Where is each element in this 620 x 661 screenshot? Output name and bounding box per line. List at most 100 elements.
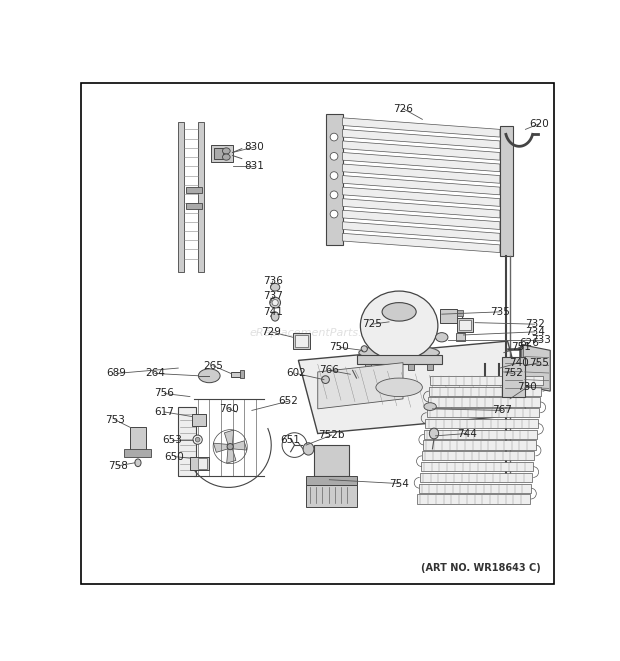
Polygon shape: [342, 187, 500, 206]
Bar: [424, 430, 537, 439]
Bar: [314, 445, 348, 476]
Text: 735: 735: [490, 307, 510, 317]
Text: 758: 758: [108, 461, 128, 471]
Polygon shape: [326, 114, 342, 245]
Text: 730: 730: [517, 382, 537, 393]
Ellipse shape: [516, 361, 524, 368]
Ellipse shape: [361, 346, 367, 352]
Text: eReplacementParts.com: eReplacementParts.com: [250, 329, 386, 338]
Bar: [231, 372, 243, 377]
Ellipse shape: [227, 444, 233, 449]
Ellipse shape: [382, 303, 416, 321]
Text: 729: 729: [261, 327, 281, 337]
Bar: [356, 355, 441, 364]
Bar: [502, 356, 526, 397]
Polygon shape: [317, 363, 403, 409]
Ellipse shape: [135, 459, 141, 467]
Bar: [421, 462, 533, 471]
Bar: [124, 449, 151, 457]
Text: 753: 753: [105, 414, 125, 424]
Bar: [430, 375, 542, 385]
Bar: [425, 419, 538, 428]
Ellipse shape: [322, 375, 329, 383]
Bar: [186, 202, 202, 209]
Bar: [458, 318, 472, 332]
Text: 726: 726: [393, 104, 413, 114]
Text: 760: 760: [219, 404, 239, 414]
Bar: [214, 148, 223, 159]
Ellipse shape: [429, 428, 439, 439]
Bar: [365, 364, 371, 370]
Bar: [179, 122, 185, 272]
Bar: [440, 309, 458, 323]
Ellipse shape: [303, 443, 314, 455]
Text: 626: 626: [520, 338, 539, 348]
Text: 689: 689: [106, 368, 126, 379]
Ellipse shape: [270, 284, 280, 291]
Text: 733: 733: [531, 334, 551, 344]
Polygon shape: [227, 449, 236, 463]
Text: 767: 767: [492, 405, 512, 415]
Bar: [130, 428, 146, 454]
Ellipse shape: [272, 299, 278, 305]
Text: 756: 756: [154, 389, 174, 399]
Bar: [427, 408, 539, 417]
Bar: [306, 476, 356, 485]
Text: 831: 831: [244, 161, 264, 171]
Text: 754: 754: [389, 479, 409, 488]
Ellipse shape: [330, 134, 338, 141]
Bar: [241, 370, 244, 378]
Text: 755: 755: [529, 358, 549, 368]
Text: 741: 741: [263, 307, 283, 317]
Bar: [198, 458, 207, 469]
Ellipse shape: [223, 154, 230, 160]
Bar: [459, 319, 471, 330]
Polygon shape: [213, 443, 228, 452]
Ellipse shape: [270, 297, 280, 308]
Polygon shape: [523, 345, 551, 391]
Text: 732: 732: [525, 319, 545, 329]
Polygon shape: [342, 130, 500, 149]
Text: 734: 734: [525, 327, 545, 337]
Bar: [198, 122, 204, 272]
Ellipse shape: [193, 435, 202, 444]
Polygon shape: [179, 407, 196, 476]
Ellipse shape: [435, 332, 448, 342]
Ellipse shape: [330, 172, 338, 179]
Bar: [423, 440, 536, 449]
Bar: [211, 145, 232, 162]
Text: 602: 602: [286, 368, 306, 379]
Bar: [192, 414, 206, 426]
Ellipse shape: [330, 191, 338, 199]
Bar: [186, 187, 202, 193]
Polygon shape: [342, 153, 500, 172]
Bar: [422, 451, 534, 461]
Polygon shape: [342, 118, 500, 137]
Ellipse shape: [376, 378, 422, 397]
Text: 737: 737: [263, 292, 283, 301]
Text: 766: 766: [319, 366, 339, 375]
Bar: [293, 333, 310, 349]
Bar: [456, 333, 465, 341]
Bar: [418, 484, 531, 493]
Ellipse shape: [198, 369, 220, 383]
Ellipse shape: [330, 153, 338, 160]
Bar: [417, 494, 529, 504]
Polygon shape: [342, 164, 500, 183]
Bar: [458, 310, 463, 317]
Polygon shape: [342, 176, 500, 195]
Text: 264: 264: [145, 368, 165, 379]
Ellipse shape: [330, 210, 338, 218]
Polygon shape: [342, 222, 500, 241]
Text: 653: 653: [162, 435, 182, 445]
Ellipse shape: [424, 403, 436, 410]
Bar: [429, 387, 541, 396]
Text: 752: 752: [503, 368, 523, 379]
Ellipse shape: [360, 291, 438, 360]
Text: (ART NO. WR18643 C): (ART NO. WR18643 C): [420, 563, 541, 573]
Text: 752b: 752b: [319, 430, 345, 440]
Text: 751: 751: [511, 342, 531, 352]
Text: 830: 830: [244, 142, 264, 152]
Text: 651: 651: [281, 435, 301, 445]
Text: 744: 744: [456, 428, 477, 438]
